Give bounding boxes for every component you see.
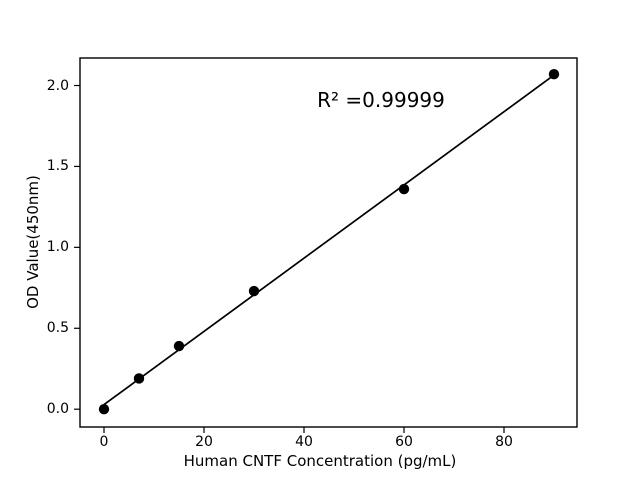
y-tick-label: 0.5 [46,320,69,337]
x-tick-label: 40 [295,434,313,450]
y-tick-label: 1.0 [46,239,69,256]
data-point [133,373,145,384]
r-squared-annotation: R² =0.99999 [317,88,445,112]
data-point [173,340,185,352]
x-tick-label: 0 [99,434,109,450]
x-tick-label: 80 [495,434,513,450]
y-tick-label: 0.0 [46,401,69,418]
data-point [398,183,410,195]
x-tick-label: 60 [395,434,413,450]
x-axis-label: Human CNTF Concentration (pg/mL) [183,452,457,470]
y-axis-label: OD Value(450nm) [24,175,42,309]
data-point [98,403,110,415]
fit-line [103,74,555,406]
plot-frame [79,57,578,428]
y-tick-label: 1.5 [46,158,69,175]
data-point [248,285,260,297]
x-tick-label: 20 [195,434,213,450]
y-tick-label: 2.0 [46,77,69,94]
data-point [548,68,560,80]
